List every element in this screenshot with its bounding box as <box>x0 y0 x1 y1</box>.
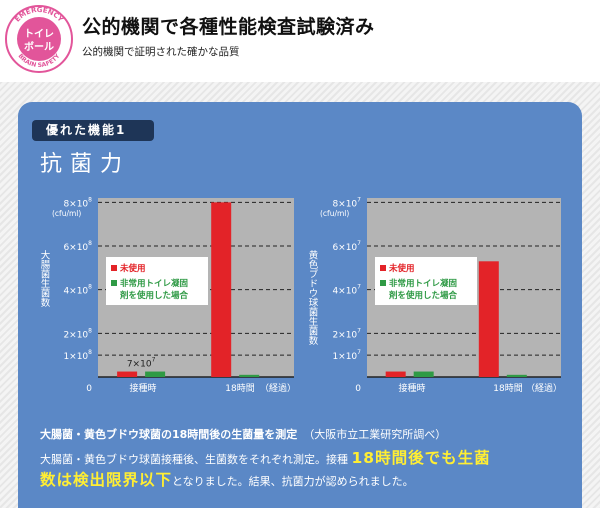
legend-label-unused: 未使用 <box>119 263 146 274</box>
badge-inner-1: トイレ <box>24 28 54 40</box>
y-tick-label: 2×107 <box>332 327 361 340</box>
brain-safety-badge-icon: EMERGENCY BRAIN SAFETY トイレ ボール <box>5 5 73 73</box>
result-text-1: 大腸菌・黄色ブドウ球菌接種後、生菌数をそれぞれ測定。接種 <box>40 453 348 466</box>
bar-unused <box>385 371 406 377</box>
y-tick-label: 1×108 <box>63 349 92 362</box>
data-annotation: 7×107 <box>127 357 156 370</box>
x-tick-label: 接種時 <box>129 382 156 394</box>
y-axis-unit: (cfu/ml) <box>52 209 81 218</box>
legend-label-treated-1: 非常用トイレ凝固 <box>389 278 457 289</box>
x-tick-label: 18時間 <box>493 383 522 394</box>
y-tick-exponent: 8 <box>88 349 92 356</box>
y-tick-label: 2×108 <box>63 327 92 340</box>
y-axis-unit: (cfu/ml) <box>320 209 349 218</box>
y-tick-label: 0 <box>355 384 361 394</box>
y-tick-label: 4×108 <box>63 284 92 297</box>
badge-inner-2: ボール <box>24 40 54 53</box>
legend-box <box>375 257 477 305</box>
y-tick-label: 0 <box>86 384 92 394</box>
result-description: 大腸菌・黄色ブドウ球菌の18時間後の生菌量を測定 （大阪市立工業研究所調べ） 大腸… <box>40 426 570 492</box>
y-axis-label: 黄色ブドウ球菌生菌数 <box>307 249 319 346</box>
bar-treated <box>506 374 527 377</box>
data-annotation-exponent: 7 <box>152 357 156 364</box>
legend-swatch-unused <box>111 265 117 271</box>
legend-swatch-treated <box>380 280 386 286</box>
result-heading: 大腸菌・黄色ブドウ球菌の18時間後の生菌量を測定 <box>40 428 298 441</box>
chart-1: 0 1×108 2×108 4×108 6×108 8×108(cfu/ml) 大腸菌生菌数… <box>39 196 297 394</box>
bar-treated <box>145 371 166 377</box>
feature-name: 抗菌力 <box>40 152 131 177</box>
result-heading-line: 大腸菌・黄色ブドウ球菌の18時間後の生菌量を測定 （大阪市立工業研究所調べ） <box>40 426 570 442</box>
legend-label-unused: 未使用 <box>388 263 415 274</box>
legend-swatch-treated <box>111 280 117 286</box>
y-tick-exponent: 7 <box>357 349 361 356</box>
y-tick-label: 1×107 <box>332 349 361 362</box>
result-body: 大腸菌・黄色ブドウ球菌接種後、生菌数をそれぞれ測定。接種 18時間後でも生菌 数… <box>40 448 570 492</box>
bar-treated <box>239 374 260 377</box>
x-tick-label: 接種時 <box>398 382 425 394</box>
bar-unused <box>211 202 232 377</box>
page-subtitle: 公的機関で証明された確かな品質 <box>82 46 240 58</box>
y-tick-label: 6×107 <box>332 240 361 253</box>
feature-tab-label: 優れた機能1 <box>32 120 154 141</box>
result-source: （大阪市立工業研究所調べ） <box>303 428 447 441</box>
y-tick-exponent: 7 <box>357 327 361 334</box>
y-tick-exponent: 7 <box>357 284 361 291</box>
result-text-2: となりました。結果、抗菌力が認められました。 <box>172 475 414 488</box>
result-highlight-2: 数は検出限界以下 <box>40 471 173 489</box>
y-tick-exponent: 8 <box>88 327 92 334</box>
y-tick-exponent: 7 <box>357 196 361 203</box>
y-tick-label: 4×107 <box>332 284 361 297</box>
bar-unused <box>117 371 138 377</box>
y-tick-label: 8×108 <box>63 196 92 209</box>
legend-swatch-unused <box>380 265 386 271</box>
y-tick-label: 6×108 <box>63 240 92 253</box>
y-tick-exponent: 7 <box>357 240 361 247</box>
x-axis-suffix: （経過） <box>526 382 562 394</box>
x-tick-label: 18時間 <box>225 383 254 394</box>
y-tick-exponent: 8 <box>88 240 92 247</box>
legend-label-treated-2: 剤を使用した場合 <box>119 290 189 301</box>
legend-label-treated-1: 非常用トイレ凝固 <box>120 278 188 289</box>
y-axis-label: 大腸菌生菌数 <box>39 249 51 308</box>
legend-box <box>106 257 208 305</box>
y-tick-exponent: 8 <box>88 284 92 291</box>
y-tick-exponent: 8 <box>88 196 92 203</box>
result-highlight-1: 18時間後でも生菌 <box>351 449 491 467</box>
page-title: 公的機関で各種性能検査試験済み <box>82 16 375 38</box>
bar-unused <box>478 261 499 377</box>
y-tick-label: 8×107 <box>332 196 361 209</box>
header: EMERGENCY BRAIN SAFETY トイレ ボール 公的機関で各種性能… <box>0 0 600 80</box>
x-axis-suffix: （経過） <box>260 382 296 394</box>
bar-treated <box>413 371 434 377</box>
chart-2: 0 1×107 2×107 4×107 6×107 8×107(cfu/ml) 黄色ブドウ球… <box>307 196 563 394</box>
legend-label-treated-2: 剤を使用した場合 <box>388 290 458 301</box>
